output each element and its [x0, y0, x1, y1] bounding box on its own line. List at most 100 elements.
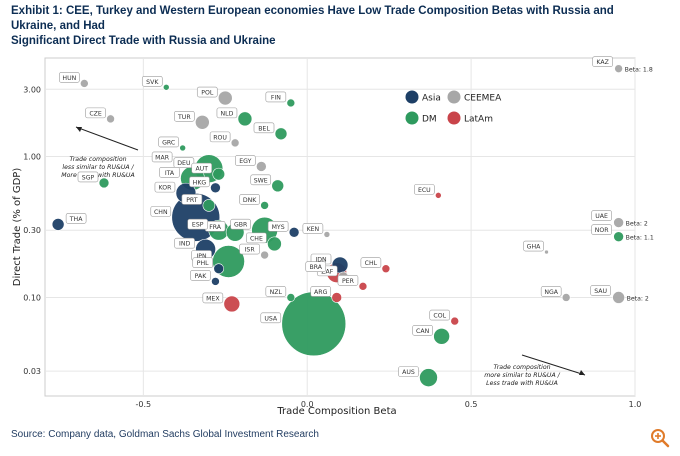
point-col[interactable]	[450, 316, 460, 326]
point-uae[interactable]	[613, 217, 624, 228]
point-label-esp: ESP	[187, 218, 209, 230]
svg-text:SWE: SWE	[254, 177, 268, 184]
arrowhead-bottom-right	[579, 370, 585, 375]
svg-text:NGA: NGA	[544, 289, 558, 296]
point-prt[interactable]	[202, 199, 216, 212]
point-pol[interactable]	[217, 90, 233, 106]
point-aus[interactable]	[419, 368, 438, 387]
point-pak[interactable]	[211, 277, 220, 286]
point-ken[interactable]	[323, 231, 331, 238]
point-nzl[interactable]	[286, 293, 296, 302]
svg-text:KEN: KEN	[307, 226, 320, 233]
point-per[interactable]	[358, 282, 368, 291]
point-sgp[interactable]	[98, 177, 110, 189]
svg-text:FRA: FRA	[209, 224, 222, 231]
point-label-isr: ISR	[239, 243, 260, 255]
svg-text:DEU: DEU	[177, 160, 190, 167]
svg-text:Asia: Asia	[422, 94, 441, 104]
svg-text:MEX: MEX	[206, 295, 220, 302]
x-tick-label: 1.0	[629, 400, 642, 409]
svg-text:COL: COL	[433, 313, 446, 320]
svg-text:GHA: GHA	[527, 244, 541, 251]
point-aut[interactable]	[212, 167, 226, 181]
scatter-chart: -0.5 0.0 0.5 1.0 0.03 0.10 0.30 1.00 3.00 Trade …	[12, 56, 654, 417]
point-fin[interactable]	[286, 98, 296, 108]
point-hun[interactable]	[80, 79, 89, 88]
point-label-nor: NOR Beta: 1.1	[591, 224, 654, 242]
title-line-1: Exhibit 1: CEE, Turkey and Western Europ…	[11, 5, 614, 32]
point-hkg[interactable]	[210, 182, 221, 194]
point-label-phl: PHL	[192, 257, 214, 269]
svg-text:ISR: ISR	[245, 247, 256, 254]
point-label-pak: PAK	[190, 270, 211, 281]
point-label-nld: NLD	[216, 107, 238, 119]
point-cze[interactable]	[106, 114, 115, 124]
point-label-can: CAN	[412, 325, 433, 336]
chart-title: Exhibit 1: CEE, Turkey and Western Europ…	[11, 4, 651, 49]
point-label-fra: FRA	[204, 221, 226, 232]
svg-text:DM: DM	[422, 115, 437, 125]
point-label-ken: KEN	[302, 223, 324, 234]
arrowhead-top-left	[76, 127, 82, 132]
point-label-kor: KOR	[154, 181, 176, 193]
point-label-bra: BRA	[305, 261, 327, 272]
point-nor[interactable]	[613, 231, 624, 242]
x-tick-label: 0.5	[465, 400, 478, 409]
svg-text:PHL: PHL	[197, 260, 209, 267]
point-che[interactable]	[267, 236, 282, 252]
svg-text:PAK: PAK	[195, 273, 208, 280]
svg-text:NZL: NZL	[270, 289, 283, 296]
axes: -0.5 0.0 0.5 1.0 0.03 0.10 0.30 1.00 3.00	[23, 85, 641, 409]
point-egy[interactable]	[256, 161, 267, 172]
point-sau[interactable]	[612, 291, 625, 304]
y-tick-label: 0.30	[23, 226, 41, 235]
point-mys[interactable]	[288, 227, 300, 238]
svg-text:THA: THA	[69, 216, 83, 223]
point-mex[interactable]	[223, 295, 241, 313]
y-tick-label: 0.10	[23, 293, 41, 302]
point-chl[interactable]	[381, 264, 391, 274]
beta-label: Beta: 1.1	[626, 235, 654, 242]
point-label-bel: BEL	[253, 122, 275, 134]
point-phl[interactable]	[213, 263, 225, 275]
point-bel[interactable]	[274, 127, 288, 141]
svg-text:NOR: NOR	[595, 227, 609, 234]
svg-text:NLD: NLD	[221, 110, 234, 117]
legend: Asia CEEMEA DM LatAm	[405, 90, 502, 125]
svg-text:CZE: CZE	[89, 110, 102, 117]
svg-text:BEL: BEL	[258, 125, 270, 132]
svg-text:JPN: JPN	[195, 253, 207, 260]
point-label-gha: GHA	[523, 240, 544, 252]
zoom-in-icon[interactable]	[650, 428, 670, 448]
point-nga[interactable]	[561, 293, 571, 302]
point-gha[interactable]	[544, 249, 549, 255]
point-label-arg: ARG	[310, 286, 332, 297]
point-label-hun: HUN	[59, 72, 80, 83]
point-label-sgp: SGP	[77, 171, 99, 183]
point-ecu[interactable]	[435, 192, 442, 199]
svg-text:ECU: ECU	[418, 187, 431, 194]
x-tick-label: 0.0	[301, 400, 314, 409]
svg-text:ARG: ARG	[314, 289, 328, 296]
point-label-sau: SAU Beta: 2	[590, 285, 649, 302]
point-swe[interactable]	[271, 179, 285, 193]
point-nld[interactable]	[237, 111, 253, 127]
point-dnk[interactable]	[260, 201, 269, 210]
point-label-nga: NGA	[540, 286, 562, 297]
beta-label: Beta: 2	[627, 295, 649, 302]
point-rou[interactable]	[230, 138, 240, 148]
svg-text:IDN: IDN	[315, 256, 327, 263]
point-tha[interactable]	[51, 218, 65, 231]
svg-text:CAN: CAN	[416, 328, 430, 335]
annotation-bottom-right-line: more similar to RU&UA /	[484, 371, 560, 379]
legend-item-dm: DM	[405, 111, 437, 125]
point-grc[interactable]	[179, 144, 186, 152]
point-label-chl: CHL	[360, 257, 382, 269]
point-tur[interactable]	[195, 114, 210, 130]
svg-text:CHE: CHE	[250, 235, 263, 242]
point-isr[interactable]	[260, 250, 269, 260]
point-arg[interactable]	[331, 292, 343, 303]
point-can[interactable]	[433, 328, 450, 345]
point-svk[interactable]	[162, 83, 170, 91]
point-kaz[interactable]	[614, 64, 623, 73]
